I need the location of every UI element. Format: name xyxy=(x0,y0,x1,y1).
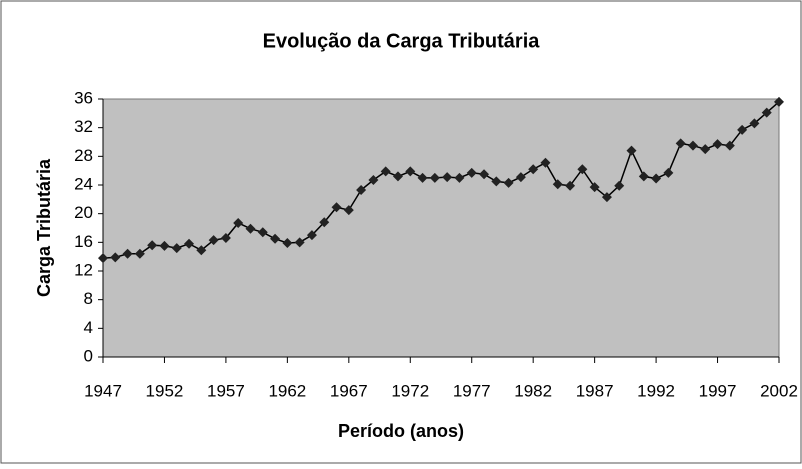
x-tick-label: 1987 xyxy=(576,381,614,400)
data-point xyxy=(712,139,723,150)
data-point xyxy=(442,172,453,183)
data-point xyxy=(503,177,514,188)
data-point xyxy=(282,238,293,249)
data-point xyxy=(257,227,268,238)
x-tick-label: 1977 xyxy=(453,381,491,400)
data-point xyxy=(601,192,612,203)
y-tick-label: 20 xyxy=(74,203,93,222)
data-point xyxy=(98,253,108,264)
data-point xyxy=(454,172,465,183)
data-point xyxy=(540,157,551,168)
y-tick-label: 24 xyxy=(74,174,93,193)
x-tick-label: 1952 xyxy=(146,381,184,400)
data-point xyxy=(233,217,244,228)
y-tick-label: 36 xyxy=(74,88,93,107)
data-point xyxy=(491,176,502,187)
data-point xyxy=(147,240,158,251)
data-point xyxy=(589,182,600,193)
data-point xyxy=(675,138,686,149)
data-point xyxy=(368,174,379,185)
x-tick-label: 1982 xyxy=(514,381,552,400)
x-tick-label: 2002 xyxy=(760,381,798,400)
y-tick-label: 28 xyxy=(74,146,93,165)
chart-title: Evolução da Carga Tributária xyxy=(263,30,541,52)
data-point xyxy=(651,173,662,184)
data-point xyxy=(392,171,403,182)
data-point xyxy=(515,172,526,183)
y-axis-label: Carga Tributária xyxy=(34,158,54,297)
data-point xyxy=(208,235,219,246)
data-point xyxy=(774,96,784,107)
data-point xyxy=(565,180,576,191)
data-point xyxy=(466,167,477,178)
y-tick-label: 12 xyxy=(74,260,93,279)
x-tick-label: 1972 xyxy=(391,381,429,400)
data-point xyxy=(294,237,305,248)
data-point xyxy=(122,248,133,259)
x-tick-label: 1992 xyxy=(637,381,675,400)
data-point xyxy=(343,205,354,216)
data-point xyxy=(417,172,428,183)
data-point xyxy=(638,171,649,182)
x-tick-label: 1957 xyxy=(207,381,245,400)
y-tick-label: 16 xyxy=(74,232,93,251)
x-tick-label: 1997 xyxy=(699,381,737,400)
data-point xyxy=(429,172,440,183)
data-point xyxy=(663,167,674,178)
data-point xyxy=(110,252,121,263)
data-point xyxy=(724,140,735,151)
data-point xyxy=(184,238,195,249)
x-tick-label: 1947 xyxy=(84,381,122,400)
data-point xyxy=(700,144,711,155)
x-axis-label: Período (anos) xyxy=(338,421,464,441)
x-tick-label: 1962 xyxy=(268,381,306,400)
y-tick-label: 8 xyxy=(84,289,93,308)
data-point xyxy=(196,245,207,256)
data-point xyxy=(528,164,539,175)
data-point xyxy=(614,180,625,191)
data-point xyxy=(687,140,698,151)
data-point xyxy=(577,164,588,175)
y-tick-label: 32 xyxy=(74,117,93,136)
data-point xyxy=(331,202,342,213)
data-point xyxy=(380,166,391,177)
data-point xyxy=(306,230,317,241)
y-tick-label: 0 xyxy=(84,346,93,365)
x-tick-label: 1967 xyxy=(330,381,368,400)
data-point xyxy=(159,240,170,251)
data-point xyxy=(220,233,231,244)
data-point xyxy=(479,169,490,180)
data-point xyxy=(134,248,145,259)
data-point xyxy=(761,107,772,118)
data-point xyxy=(319,217,330,228)
plot-area xyxy=(102,98,780,358)
data-point xyxy=(171,243,182,254)
data-point xyxy=(356,185,367,196)
y-tick-label: 4 xyxy=(84,318,93,337)
data-point xyxy=(552,179,563,190)
data-point xyxy=(737,124,748,135)
data-point xyxy=(270,233,281,244)
data-point xyxy=(405,166,416,177)
data-point xyxy=(245,223,256,234)
data-point xyxy=(749,118,760,129)
data-point xyxy=(626,145,637,156)
